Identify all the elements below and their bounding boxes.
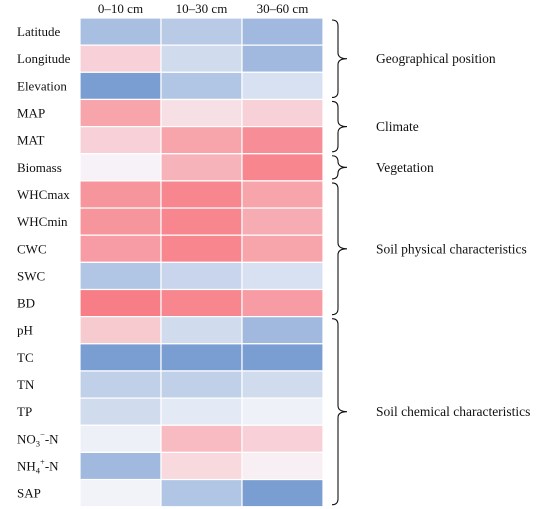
- heatmap-cell: [241, 125, 324, 155]
- column-label: 30–60 cm: [257, 1, 309, 16]
- heatmap-cell: [160, 370, 243, 399]
- heatmap-cell: [79, 71, 162, 101]
- group-label: Vegetation: [376, 160, 434, 175]
- heatmap-cell: [241, 288, 324, 318]
- heatmap-cell: [241, 17, 324, 46]
- group-brace: [331, 19, 348, 98]
- heatmap-cell: [79, 478, 162, 508]
- heatmap-cell: [79, 397, 162, 426]
- heatmap-cell: [79, 98, 162, 128]
- heatmap-cell: [160, 98, 243, 128]
- heatmap-cell: [79, 370, 162, 399]
- row-label: pH: [17, 323, 33, 338]
- heatmap-cell: [160, 316, 243, 345]
- heatmap-cell: [241, 343, 324, 372]
- column-label: 0–10 cm: [98, 1, 143, 16]
- heatmap-cell: [79, 17, 162, 46]
- row-label: MAT: [17, 133, 45, 148]
- row-label: SAP: [17, 486, 41, 501]
- row-label: CWC: [17, 241, 47, 256]
- heatmap-cell: [160, 478, 243, 508]
- heatmap-cell: [79, 424, 162, 453]
- heatmap-cell: [241, 316, 324, 345]
- heatmap-cell: [241, 234, 324, 263]
- group-brace: [331, 100, 348, 153]
- heatmap-cell: [160, 180, 243, 209]
- heatmap-cell: [160, 44, 243, 73]
- heatmap-cell: [241, 451, 324, 481]
- heatmap-cell: [160, 125, 243, 155]
- heatmap-cell: [160, 343, 243, 372]
- row-label: TC: [17, 350, 34, 365]
- heatmap-cell: [160, 261, 243, 291]
- row-label: MAP: [17, 106, 45, 121]
- heatmap-cell: [241, 153, 324, 182]
- group-brace: [331, 155, 348, 180]
- heatmap-cell: [160, 397, 243, 426]
- heatmap-cell: [241, 180, 324, 209]
- heatmap-cell: [241, 397, 324, 426]
- row-label: TN: [17, 377, 35, 392]
- heatmap-cell: [241, 478, 324, 508]
- heatmap-cell: [241, 71, 324, 101]
- heatmap-cell: [241, 44, 324, 73]
- row-label: TP: [17, 404, 32, 419]
- heatmap-cell: [79, 44, 162, 73]
- heatmap-cell: [160, 153, 243, 182]
- heatmap-cell: [160, 17, 243, 46]
- heatmap-cell: [79, 316, 162, 345]
- heatmap-cell: [79, 153, 162, 182]
- heatmap-cell: [79, 343, 162, 372]
- row-label: WHCmax: [17, 187, 70, 202]
- row-label: BD: [17, 296, 35, 311]
- heatmap-cell: [160, 288, 243, 318]
- row-label: Longitude: [17, 51, 71, 66]
- group-label: Geographical position: [376, 51, 496, 66]
- heatmap-cell: [241, 207, 324, 236]
- heatmap-cell: [160, 234, 243, 263]
- group-label: Soil chemical characteristics: [376, 404, 530, 419]
- heatmap-cell: [241, 424, 324, 453]
- heatmap-cell: [160, 451, 243, 481]
- heatmap-cell: [160, 207, 243, 236]
- row-label: Biomass: [17, 160, 62, 175]
- heatmap-cell: [79, 261, 162, 291]
- heatmap-cell: [79, 451, 162, 481]
- row-label: SWC: [17, 268, 45, 283]
- column-label: 10–30 cm: [176, 1, 228, 16]
- heatmap-cell: [79, 180, 162, 209]
- row-label: NO3−-N: [17, 429, 59, 448]
- heatmap-cell: [241, 261, 324, 291]
- group-brace: [331, 182, 348, 316]
- row-label: Latitude: [17, 24, 61, 39]
- heatmap-cell: [79, 288, 162, 318]
- heatmap-cell: [79, 207, 162, 236]
- heatmap-cell: [241, 98, 324, 128]
- group-brace: [331, 318, 348, 506]
- heatmap-cell: [160, 424, 243, 453]
- group-label: Climate: [376, 119, 419, 134]
- heatmap-cell: [160, 71, 243, 101]
- heatmap-cell: [79, 234, 162, 263]
- row-label: NH4+-N: [17, 456, 59, 475]
- group-label: Soil physical characteristics: [376, 241, 527, 256]
- heatmap-cell: [241, 370, 324, 399]
- row-label: Elevation: [17, 78, 67, 93]
- heatmap-cell: [79, 125, 162, 155]
- row-label: WHCmin: [17, 214, 68, 229]
